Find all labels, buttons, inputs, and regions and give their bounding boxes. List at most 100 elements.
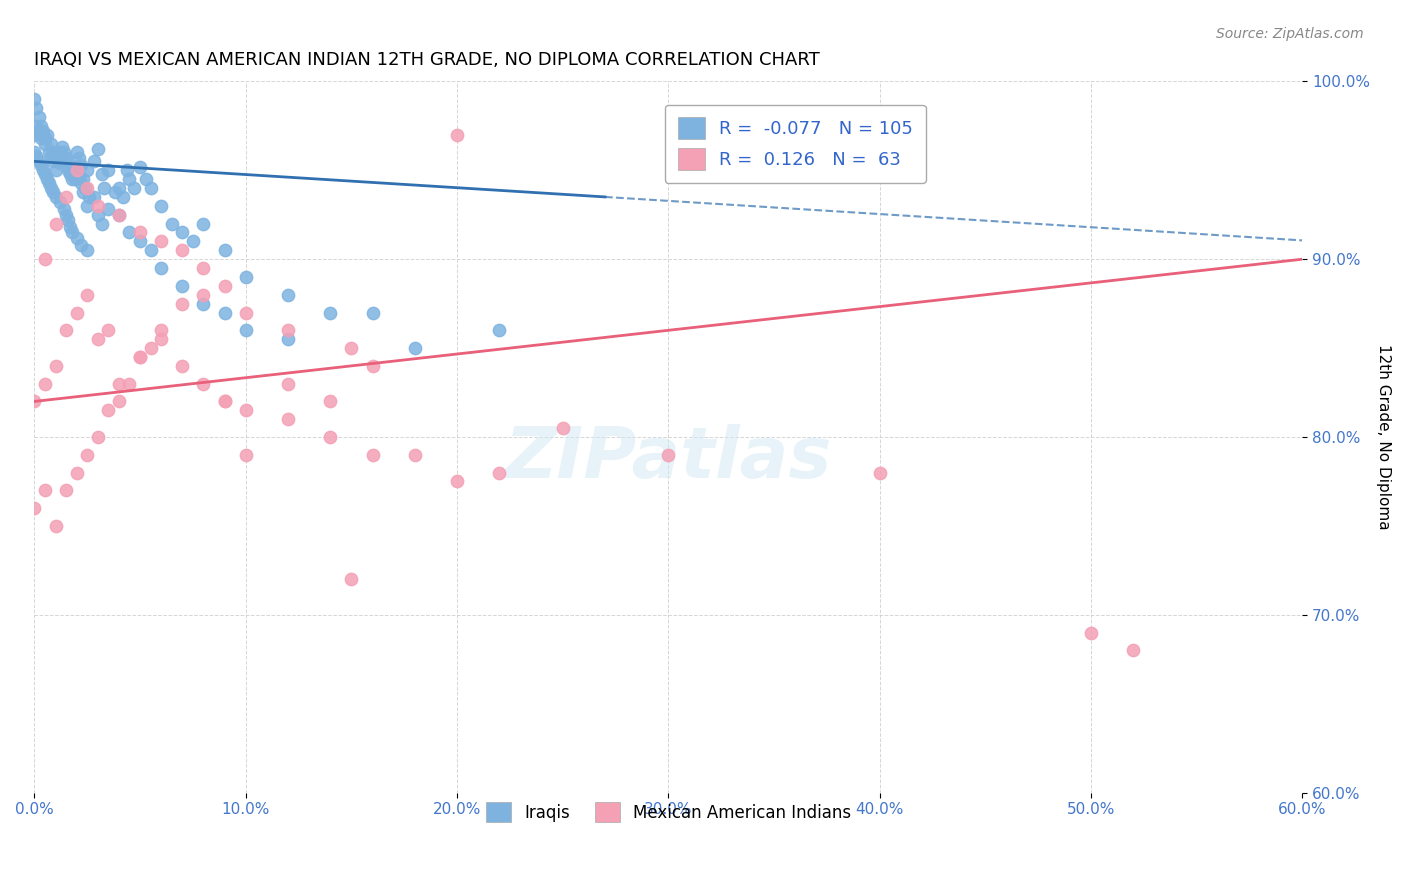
Point bbox=[34, 376, 56, 391]
Point bbox=[30, 119, 52, 133]
Point bbox=[91, 217, 114, 231]
Point bbox=[277, 412, 299, 426]
Point bbox=[75, 181, 97, 195]
Point bbox=[42, 145, 65, 160]
Point bbox=[488, 323, 510, 337]
Point bbox=[277, 287, 299, 301]
Point bbox=[59, 167, 82, 181]
Point bbox=[139, 181, 162, 195]
Point bbox=[22, 128, 45, 142]
Point bbox=[150, 199, 173, 213]
Point bbox=[214, 244, 236, 258]
Text: ZIPatlas: ZIPatlas bbox=[505, 424, 832, 493]
Point bbox=[340, 572, 363, 586]
Point bbox=[193, 287, 215, 301]
Point bbox=[27, 110, 49, 124]
Point bbox=[150, 332, 173, 346]
Point bbox=[38, 145, 60, 160]
Legend: Iraqis, Mexican American Indians: Iraqis, Mexican American Indians bbox=[474, 790, 863, 834]
Point bbox=[27, 154, 49, 169]
Point bbox=[869, 466, 891, 480]
Point bbox=[319, 394, 342, 409]
Point bbox=[25, 101, 48, 115]
Point bbox=[52, 202, 75, 217]
Point bbox=[551, 421, 574, 435]
Point bbox=[150, 235, 173, 249]
Point bbox=[172, 226, 194, 240]
Point bbox=[235, 323, 257, 337]
Point bbox=[150, 323, 173, 337]
Point bbox=[39, 149, 62, 163]
Point bbox=[66, 145, 89, 160]
Point bbox=[319, 305, 342, 319]
Point bbox=[235, 269, 257, 284]
Point bbox=[87, 430, 110, 444]
Point bbox=[22, 92, 45, 106]
Point bbox=[181, 235, 204, 249]
Point bbox=[135, 172, 157, 186]
Point bbox=[59, 220, 82, 235]
Point bbox=[118, 226, 141, 240]
Point bbox=[214, 278, 236, 293]
Point bbox=[63, 160, 86, 174]
Point bbox=[70, 158, 93, 172]
Text: Source: ZipAtlas.com: Source: ZipAtlas.com bbox=[1216, 27, 1364, 41]
Point bbox=[488, 466, 510, 480]
Point bbox=[34, 252, 56, 267]
Point bbox=[35, 128, 58, 142]
Point bbox=[66, 163, 89, 178]
Point bbox=[193, 217, 215, 231]
Point bbox=[31, 124, 53, 138]
Point bbox=[44, 359, 66, 373]
Point bbox=[34, 131, 56, 145]
Point bbox=[52, 145, 75, 160]
Point bbox=[56, 213, 79, 227]
Point bbox=[76, 163, 98, 178]
Point bbox=[48, 156, 70, 170]
Point bbox=[44, 519, 66, 533]
Point bbox=[446, 475, 468, 489]
Point bbox=[70, 238, 93, 252]
Point bbox=[193, 261, 215, 276]
Point bbox=[108, 394, 131, 409]
Point bbox=[118, 172, 141, 186]
Point bbox=[172, 296, 194, 310]
Point bbox=[55, 208, 77, 222]
Point bbox=[277, 376, 299, 391]
Point bbox=[87, 332, 110, 346]
Point bbox=[62, 167, 84, 181]
Point bbox=[340, 341, 363, 355]
Point bbox=[277, 323, 299, 337]
Point bbox=[97, 403, 120, 417]
Point bbox=[66, 231, 89, 245]
Point bbox=[44, 190, 66, 204]
Point bbox=[62, 172, 84, 186]
Point bbox=[172, 359, 194, 373]
Point bbox=[193, 296, 215, 310]
Point bbox=[129, 160, 152, 174]
Point bbox=[46, 153, 69, 167]
Point bbox=[76, 244, 98, 258]
Point bbox=[31, 128, 53, 142]
Point bbox=[25, 119, 48, 133]
Point bbox=[235, 448, 257, 462]
Point bbox=[319, 430, 342, 444]
Point bbox=[55, 151, 77, 165]
Point bbox=[129, 226, 152, 240]
Point bbox=[139, 341, 162, 355]
Point bbox=[38, 176, 60, 190]
Point bbox=[76, 448, 98, 462]
Point bbox=[42, 154, 65, 169]
Point bbox=[39, 181, 62, 195]
Point bbox=[404, 341, 426, 355]
Point bbox=[93, 181, 115, 195]
Point bbox=[34, 167, 56, 181]
Point bbox=[87, 142, 110, 156]
Point bbox=[91, 167, 114, 181]
Point bbox=[97, 163, 120, 178]
Point bbox=[235, 403, 257, 417]
Point bbox=[108, 208, 131, 222]
Point bbox=[83, 190, 105, 204]
Point bbox=[67, 169, 90, 183]
Point bbox=[51, 140, 73, 154]
